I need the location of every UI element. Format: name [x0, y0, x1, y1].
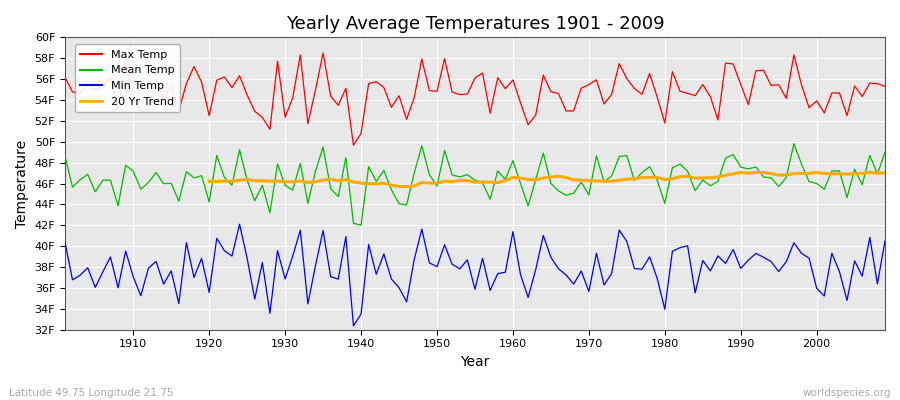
Text: worldspecies.org: worldspecies.org — [803, 388, 891, 398]
X-axis label: Year: Year — [460, 355, 490, 369]
Legend: Max Temp, Mean Temp, Min Temp, 20 Yr Trend: Max Temp, Mean Temp, Min Temp, 20 Yr Tre… — [75, 44, 180, 112]
Text: Latitude 49.75 Longitude 21.75: Latitude 49.75 Longitude 21.75 — [9, 388, 174, 398]
Y-axis label: Temperature: Temperature — [15, 140, 29, 228]
Title: Yearly Average Temperatures 1901 - 2009: Yearly Average Temperatures 1901 - 2009 — [285, 15, 664, 33]
